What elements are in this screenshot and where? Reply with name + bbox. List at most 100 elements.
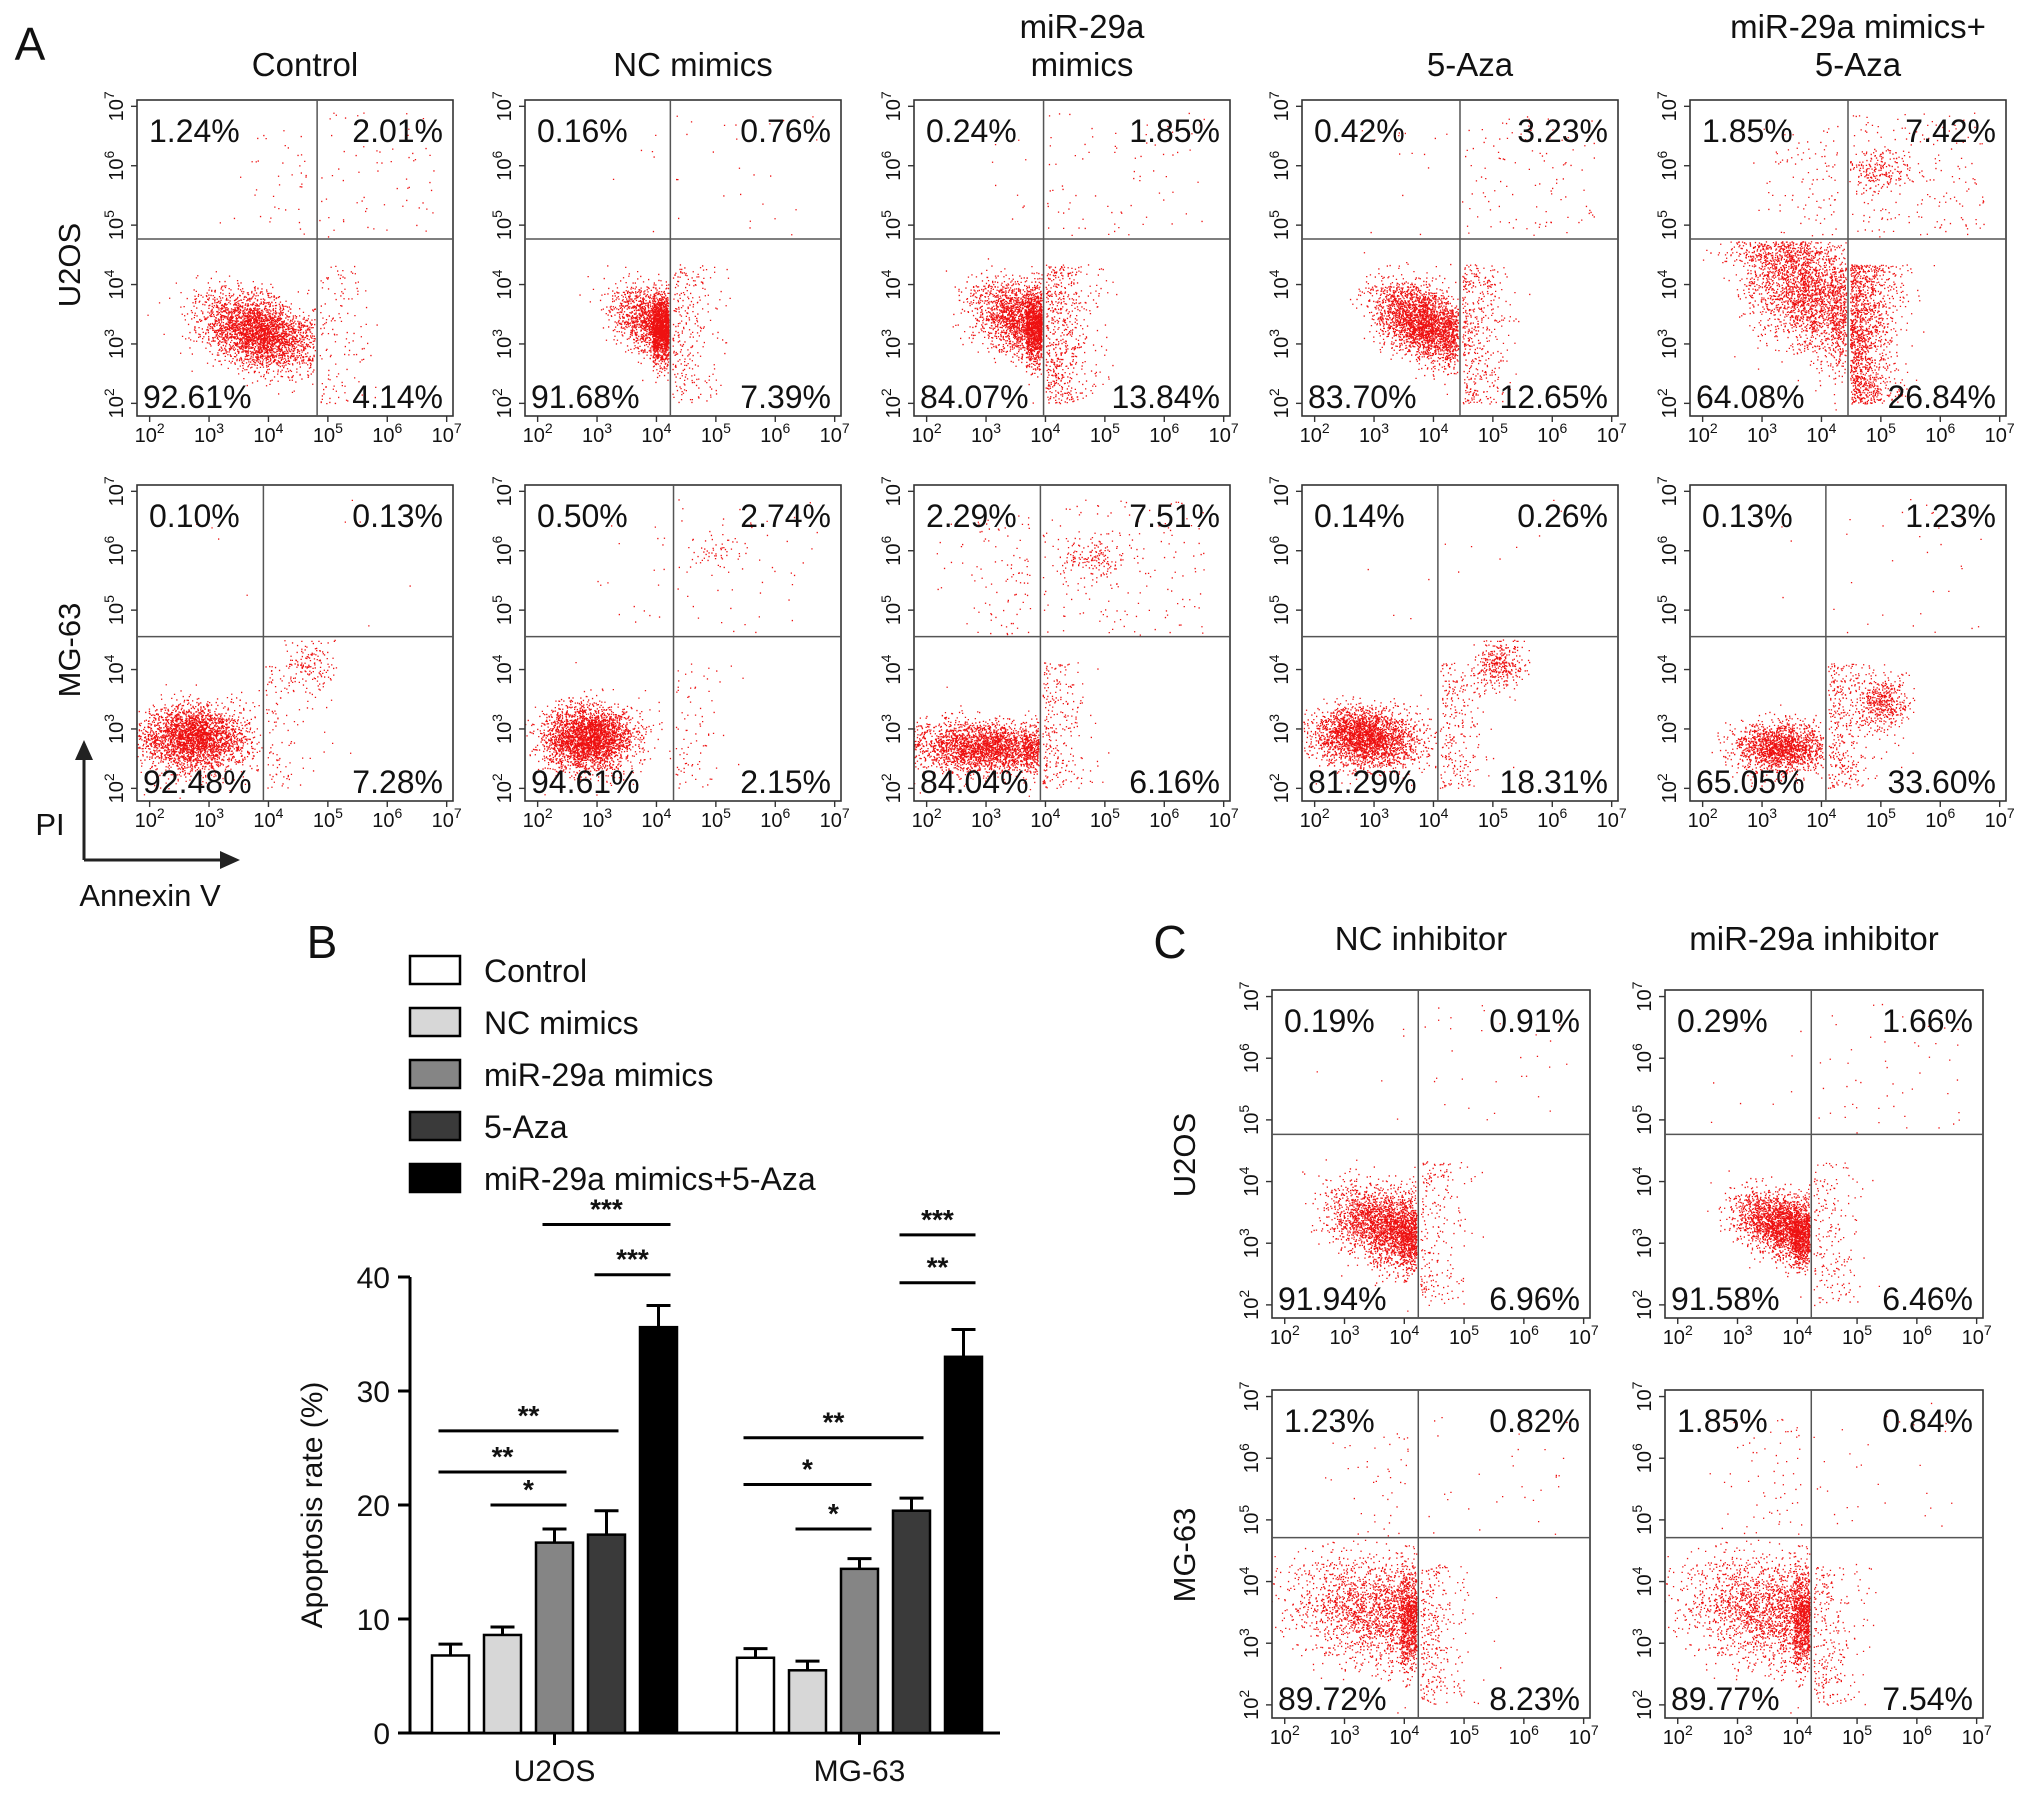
y-tick-label: 103 [1629, 1228, 1656, 1258]
y-tick-exponent: 4 [1266, 654, 1282, 662]
y-tick-exponent: 7 [489, 91, 505, 99]
column-title: 5-Aza [1815, 46, 1902, 83]
quadrant-upper-right-value: 2.01% [352, 113, 443, 149]
x-tick-exponent: 4 [664, 420, 672, 436]
x-tick-label: 102 [1663, 1322, 1693, 1349]
y-tick-exponent: 4 [1266, 269, 1282, 277]
x-tick-label: 105 [701, 805, 731, 832]
quadrant-lower-right-value: 12.65% [1499, 379, 1608, 415]
dot-cloud-c-1-1 [1665, 1402, 1953, 1714]
flow-plot-c-0-0: 102 102 103 103 104 104 105 105 106 106 107 107 0.19… [1236, 981, 1599, 1349]
flow-plot-a-0-2: 102 102 103 103 104 104 105 105 106 106 107 107 0.24… [878, 91, 1239, 447]
quadrant-lower-left-value: 94.61% [531, 764, 640, 800]
plot-frame-a-1-3 [1301, 484, 1619, 802]
x-tick-exponent: 4 [1829, 805, 1837, 821]
y-tick-exponent: 6 [878, 151, 894, 159]
row-label-mg-63: MG-63 [1167, 1508, 1202, 1603]
y-tick-exponent: 4 [101, 654, 117, 662]
x-tick-label: 105 [313, 420, 343, 447]
y-tick-exponent: 2 [1629, 1290, 1645, 1298]
flow-plot-a-0-0: 102 102 103 103 104 104 105 105 106 106 107 107 1.24… [101, 91, 462, 447]
y-tick-label: 106 [1236, 1043, 1263, 1073]
y-tick-exponent: 6 [1629, 1043, 1645, 1051]
legend-swatch [408, 1110, 462, 1142]
y-tick-exponent: 5 [1266, 595, 1282, 603]
x-tick-exponent: 2 [1710, 805, 1718, 821]
x-tick-exponent: 7 [1591, 1322, 1599, 1338]
x-tick-exponent: 5 [335, 420, 343, 436]
dots-a-0-4 [1702, 112, 1985, 411]
y-tick-exponent: 6 [489, 536, 505, 544]
y-tick-exponent: 5 [101, 595, 117, 603]
y-tick-exponent: 7 [1266, 91, 1282, 99]
x-tick-label: 104 [1806, 805, 1836, 832]
x-tick-label: 107 [1209, 420, 1239, 447]
y-tick-label: 105 [101, 595, 128, 625]
x-tick-label: 107 [1962, 1722, 1992, 1749]
y-tick-exponent: 6 [489, 151, 505, 159]
x-tick-label: 103 [971, 420, 1001, 447]
x-tick-exponent: 6 [1171, 805, 1179, 821]
x-tick-exponent: 2 [157, 420, 165, 436]
x-tick-exponent: 2 [545, 420, 553, 436]
y-tick-label: 102 [878, 773, 905, 803]
x-tick-label: 105 [1866, 420, 1896, 447]
x-tick-exponent: 2 [934, 805, 942, 821]
quadrant-lower-left-value: 84.04% [920, 764, 1029, 800]
quadrant-upper-left-value: 2.29% [926, 498, 1017, 534]
quadrant-upper-left-value: 0.19% [1284, 1003, 1375, 1039]
y-tick-label: 104 [101, 269, 128, 299]
x-tick-label: 102 [1300, 805, 1330, 832]
y-tick-label: 40 [357, 1262, 390, 1295]
quadrant-upper-right-value: 0.84% [1882, 1403, 1973, 1439]
row-label-u2os: U2OS [52, 223, 87, 307]
x-tick-label: 106 [1149, 805, 1179, 832]
x-tick-exponent: 3 [1769, 420, 1777, 436]
y-tick-exponent: 3 [101, 714, 117, 722]
y-tick-exponent: 7 [1236, 981, 1252, 989]
quadrant-upper-right-value: 0.91% [1489, 1003, 1580, 1039]
x-tick-exponent: 5 [723, 420, 731, 436]
x-tick-exponent: 2 [1685, 1722, 1693, 1738]
dots-a-1-0 [137, 499, 411, 799]
x-tick-label: 107 [1597, 805, 1627, 832]
x-tick-exponent: 3 [604, 805, 612, 821]
significance-label: *** [590, 1194, 623, 1225]
y-tick-label: 105 [1236, 1105, 1263, 1135]
flow-plot-c-1-1: 102 102 103 103 104 104 105 105 106 106 107 107 1.85… [1629, 1381, 1992, 1749]
quadrant-lower-left-value: 92.61% [143, 379, 252, 415]
y-tick-exponent: 5 [489, 595, 505, 603]
y-tick-label: 102 [1236, 1290, 1263, 1320]
y-tick-exponent: 7 [1654, 91, 1670, 99]
dots-a-0-3 [1349, 116, 1595, 405]
y-tick-exponent: 2 [1266, 388, 1282, 396]
x-tick-label: 103 [1359, 805, 1389, 832]
y-tick-label: 105 [1236, 1505, 1263, 1535]
x-tick-exponent: 6 [1559, 420, 1567, 436]
x-tick-exponent: 5 [1500, 805, 1508, 821]
x-tick-exponent: 7 [454, 805, 462, 821]
dot-cloud-c-1-0 [1272, 1417, 1568, 1714]
y-tick-exponent: 7 [1654, 476, 1670, 484]
flow-plot-a-0-1: 102 102 103 103 104 104 105 105 106 106 107 107 0.16… [489, 91, 850, 447]
dots-a-1-3 [1302, 499, 1562, 793]
panel-b-bar-chart: B Control NC mimics miR-29a mimics 5-Aza miR-… [296, 916, 1000, 1788]
quadrant-upper-right-value: 0.76% [740, 113, 831, 149]
y-tick-exponent: 6 [1654, 151, 1670, 159]
x-tick-label: 103 [582, 420, 612, 447]
y-tick-exponent: 7 [1266, 476, 1282, 484]
x-tick-label: 103 [194, 805, 224, 832]
flow-plot-a-1-3: 102 102 103 103 104 104 105 105 106 106 107 107 0.14… [1266, 476, 1627, 832]
flow-plot-a-0-3: 102 102 103 103 104 104 105 105 106 106 107 107 0.42… [1266, 91, 1627, 447]
y-tick-exponent: 5 [1236, 1105, 1252, 1113]
y-tick-label: 103 [101, 329, 128, 359]
significance-label: ** [518, 1400, 540, 1431]
bar [430, 1654, 471, 1735]
y-tick-label: 106 [1236, 1443, 1263, 1473]
y-tick-exponent: 3 [1629, 1228, 1645, 1236]
y-tick-label: 107 [1654, 476, 1681, 506]
bar [638, 1325, 679, 1735]
x-tick-label: 104 [1782, 1322, 1812, 1349]
x-tick-label: 106 [1509, 1322, 1539, 1349]
legend-swatch [408, 1006, 462, 1038]
